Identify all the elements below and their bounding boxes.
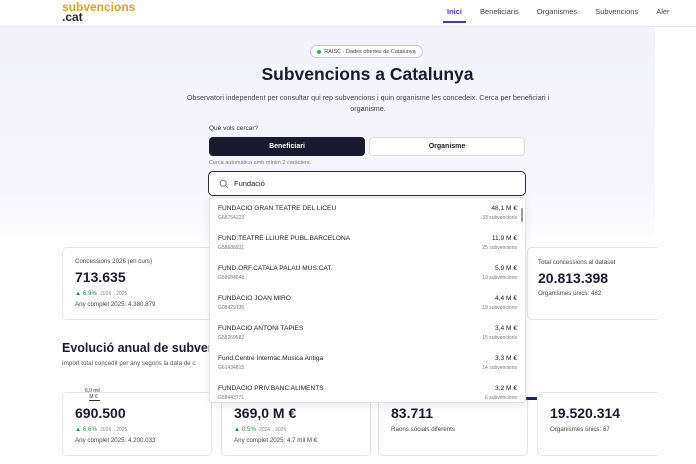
dropdown-scrollbar[interactable] (521, 208, 523, 222)
tab-organisme[interactable]: Organisme (369, 137, 525, 156)
result-name: FUND.TEATRE LLIURE PUBL.BARCELONA (218, 235, 351, 242)
result-nif: G58688931 (218, 245, 245, 251)
stat-trend: ▲ 6.6% 2024→2025 (75, 426, 127, 433)
nav-links: Inici Beneficiaris Organismes Subvencion… (442, 7, 688, 23)
stat-value: 713.635 (75, 269, 126, 285)
result-count: 25 subvencions (482, 245, 517, 251)
trend-value: ▲ 6.9% (75, 290, 97, 297)
search-icon (218, 178, 230, 190)
stat-card-organismes: 19.520.314 Organismes únics: 67 (537, 392, 657, 456)
trend-value: ▲ 0.5% (234, 426, 256, 433)
stat-trend: ▲ 6.9% 2024→2025 (75, 290, 127, 297)
stat-card-total-concessions: Total concessions al dataset 20.813.398 … (527, 247, 657, 320)
stat-label: Total concessions al dataset (538, 259, 616, 266)
search-question-label: Què vols cercar? (209, 125, 259, 132)
result-amount: 3,3 M € (495, 355, 517, 362)
result-item[interactable]: Fund.Centre Internac.Musica Antiga G6143… (210, 348, 525, 378)
result-nif: G08429136 (218, 305, 245, 311)
axis-label-line1: 6,0 mil (85, 388, 100, 394)
stat-footnote: Any complet 2025: 4,7 mil M € (234, 437, 318, 444)
nav-link-beneficiaris[interactable]: Beneficiaris (480, 7, 519, 16)
result-nif: G58443771 (218, 395, 245, 401)
result-count: 33 subvencions (482, 215, 517, 221)
trend-years: 2024→2025 (99, 291, 128, 297)
trend-years: 2024→2025 (258, 427, 287, 433)
result-name: FUNDACIO PRIV.BANC ALIMENTS (218, 385, 324, 392)
trend-years: 2024→2025 (99, 427, 128, 433)
logo[interactable]: subvencions .cat (62, 0, 136, 24)
result-item[interactable]: FUNDACIO ANTONI TAPIES G58269582 3,4 M €… (210, 318, 525, 348)
stat-value: 83.711 (391, 405, 434, 421)
badge-label: RAISC · Dades obertes de Catalunya (324, 48, 416, 55)
result-nif: G68754223 (218, 215, 245, 221)
result-amount: 4,4 M € (495, 295, 517, 302)
logo-line1: subvencions (62, 0, 136, 14)
stat-value: 20.813.398 (538, 270, 609, 286)
logo-line2: .cat (62, 10, 83, 24)
page-title: Subvencions a Catalunya (261, 64, 474, 84)
search-input[interactable]: Fundació (208, 171, 526, 196)
trend-value: ▲ 6.6% (75, 426, 97, 433)
stat-footnote: Raons socials diferents (391, 426, 455, 433)
top-nav: subvencions .cat Inici Beneficiaris Orga… (0, 0, 696, 27)
tab-beneficiari[interactable]: Beneficiari (209, 137, 365, 156)
result-amount: 48,1 M € (491, 205, 517, 212)
stat-trend: ▲ 0.5% 2024→2025 (234, 426, 286, 433)
stat-footnote: Any complet 2025: 4.200.033 (75, 437, 156, 444)
stat-value: 369,0 M € (234, 405, 297, 421)
search-hint: Cerca automàtica amb mínim 2 caràcters. (209, 160, 312, 166)
result-name: FUNDACIO JOAN MIRO (218, 295, 291, 302)
result-count: 19 subvencions (482, 275, 517, 281)
stat-card-concessions-2026: Concessions 2026 (en curs) 713.635 ▲ 6.9… (62, 247, 217, 320)
result-count: 19 subvencions (482, 305, 517, 311)
result-name: Fund.Centre Internac.Musica Antiga (218, 355, 324, 362)
result-item[interactable]: FUNDACIO GRAN TEATRE DEL LICEU G68754223… (210, 198, 525, 228)
result-item[interactable]: FUNDACIO JOAN MIRO G08429136 4,4 M € 19 … (210, 288, 525, 318)
source-badge: RAISC · Dades obertes de Catalunya (310, 45, 423, 58)
result-nif: G61434815 (218, 365, 245, 371)
stat-label: Concessions 2026 (en curs) (75, 258, 153, 265)
chart-axis-label: 6,0 mil M € (85, 388, 100, 401)
result-amount: 11,9 M € (491, 235, 517, 242)
nav-link-alertes[interactable]: Aler (656, 7, 670, 16)
axis-label-line2: M € (89, 394, 100, 401)
nav-link-subvencions[interactable]: Subvencions (595, 7, 639, 16)
result-amount: 5,9 M € (495, 265, 517, 272)
result-name: FUNDACIO GRAN TEATRE DEL LICEU (218, 205, 337, 212)
section-subtitle: Import total concedit per any segons la … (62, 360, 196, 367)
stat-footnote: Organismes únics: 482 (538, 290, 602, 297)
result-item[interactable]: FUND.ORF.CATALA PALAU MUS.CAT. G59684648… (210, 258, 525, 288)
result-count: 15 subvencions (482, 335, 517, 341)
result-item[interactable]: FUND.TEATRE LLIURE PUBL.BARCELONA G58688… (210, 228, 525, 258)
result-count: 14 subvencions (482, 365, 517, 371)
stat-value: 19.520.314 (550, 405, 621, 421)
result-amount: 3,4 M € (495, 325, 517, 332)
page-subtitle: Observatori independent per consultar qu… (186, 93, 550, 113)
stat-card-concessions: 690.500 ▲ 6.6% 2024→2025 Any complet 2025… (62, 392, 212, 456)
nav-link-inici[interactable]: Inici (442, 7, 467, 23)
result-name: FUND.ORF.CATALA PALAU MUS.CAT. (218, 265, 333, 272)
result-item[interactable]: FUNDACIO PRIV.BANC ALIMENTS G58443771 3,… (210, 378, 525, 402)
result-nif: G58269582 (218, 335, 245, 341)
search-results-dropdown[interactable]: FUNDACIO GRAN TEATRE DEL LICEU G68754223… (209, 197, 526, 403)
result-nif: G59684648 (218, 275, 245, 281)
stat-footnote: Organismes únics: 67 (550, 426, 610, 433)
status-dot-icon (317, 49, 322, 54)
result-count: 6 subvencions (485, 395, 517, 401)
nav-link-organismes[interactable]: Organismes (536, 7, 578, 16)
stat-footnote: Any complet 2025: 4.380.879 (75, 301, 156, 308)
stat-value: 690.500 (75, 405, 126, 421)
result-name: FUNDACIO ANTONI TAPIES (218, 325, 304, 332)
result-amount: 3,2 M € (495, 385, 517, 392)
section-title: Evolució anual de subvenc (62, 341, 210, 355)
search-input-value: Fundació (234, 179, 265, 188)
